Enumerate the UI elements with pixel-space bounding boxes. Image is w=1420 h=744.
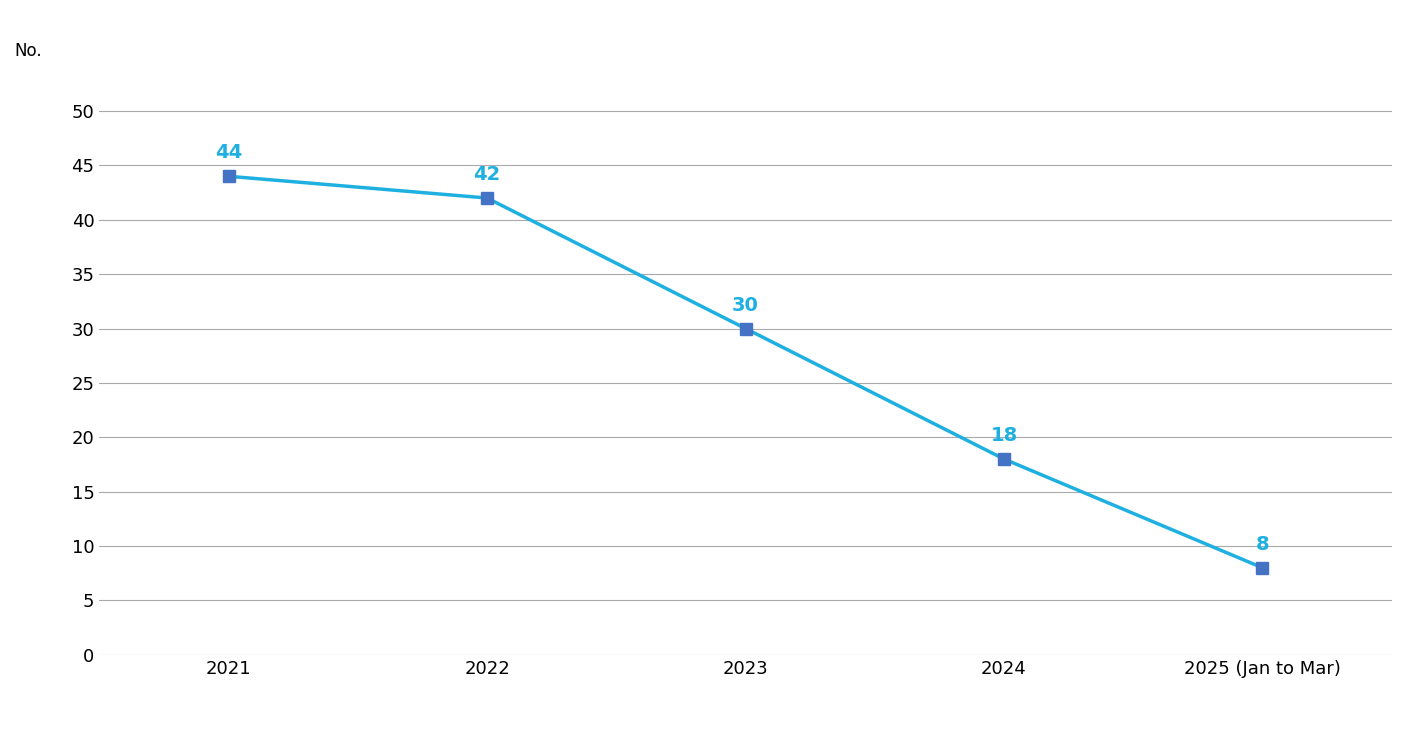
Text: 44: 44: [214, 144, 243, 162]
Text: No.: No.: [14, 42, 41, 60]
Text: 30: 30: [733, 295, 758, 315]
Text: 42: 42: [473, 165, 501, 184]
Text: 8: 8: [1255, 535, 1269, 554]
Text: 18: 18: [990, 426, 1018, 445]
